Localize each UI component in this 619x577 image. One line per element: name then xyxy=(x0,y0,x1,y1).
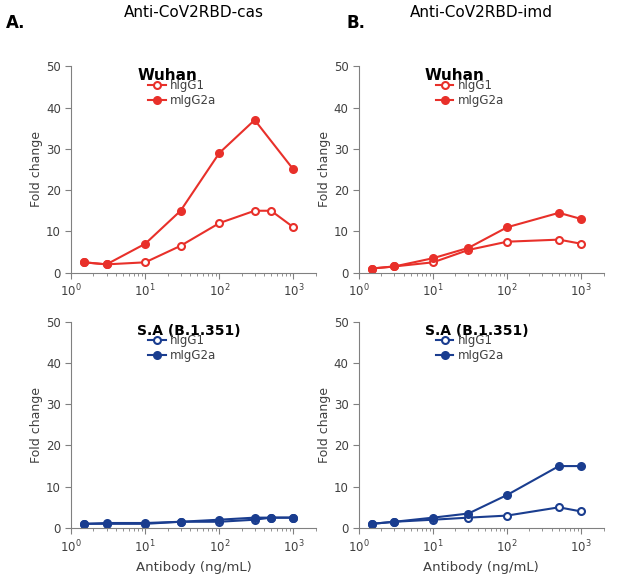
Text: A.: A. xyxy=(6,14,26,32)
Y-axis label: Fold change: Fold change xyxy=(318,132,331,208)
X-axis label: Antibody (ng/mL): Antibody (ng/mL) xyxy=(136,560,251,574)
Y-axis label: Fold change: Fold change xyxy=(30,387,43,463)
Text: S.A (B.1.351): S.A (B.1.351) xyxy=(425,324,529,338)
Text: Anti-CoV2RBD-imd: Anti-CoV2RBD-imd xyxy=(410,5,553,20)
Text: B.: B. xyxy=(347,14,366,32)
Text: Anti-CoV2RBD-cas: Anti-CoV2RBD-cas xyxy=(123,5,264,20)
Text: Wuhan: Wuhan xyxy=(425,69,485,84)
Legend: hIgG1, mIgG2a: hIgG1, mIgG2a xyxy=(143,329,221,367)
Text: S.A (B.1.351): S.A (B.1.351) xyxy=(137,324,241,338)
Legend: hIgG1, mIgG2a: hIgG1, mIgG2a xyxy=(143,74,221,111)
Y-axis label: Fold change: Fold change xyxy=(318,387,331,463)
Text: Wuhan: Wuhan xyxy=(137,69,197,84)
Legend: hIgG1, mIgG2a: hIgG1, mIgG2a xyxy=(431,74,509,111)
X-axis label: Antibody (ng/mL): Antibody (ng/mL) xyxy=(423,560,539,574)
Y-axis label: Fold change: Fold change xyxy=(30,132,43,208)
Legend: hIgG1, mIgG2a: hIgG1, mIgG2a xyxy=(431,329,509,367)
